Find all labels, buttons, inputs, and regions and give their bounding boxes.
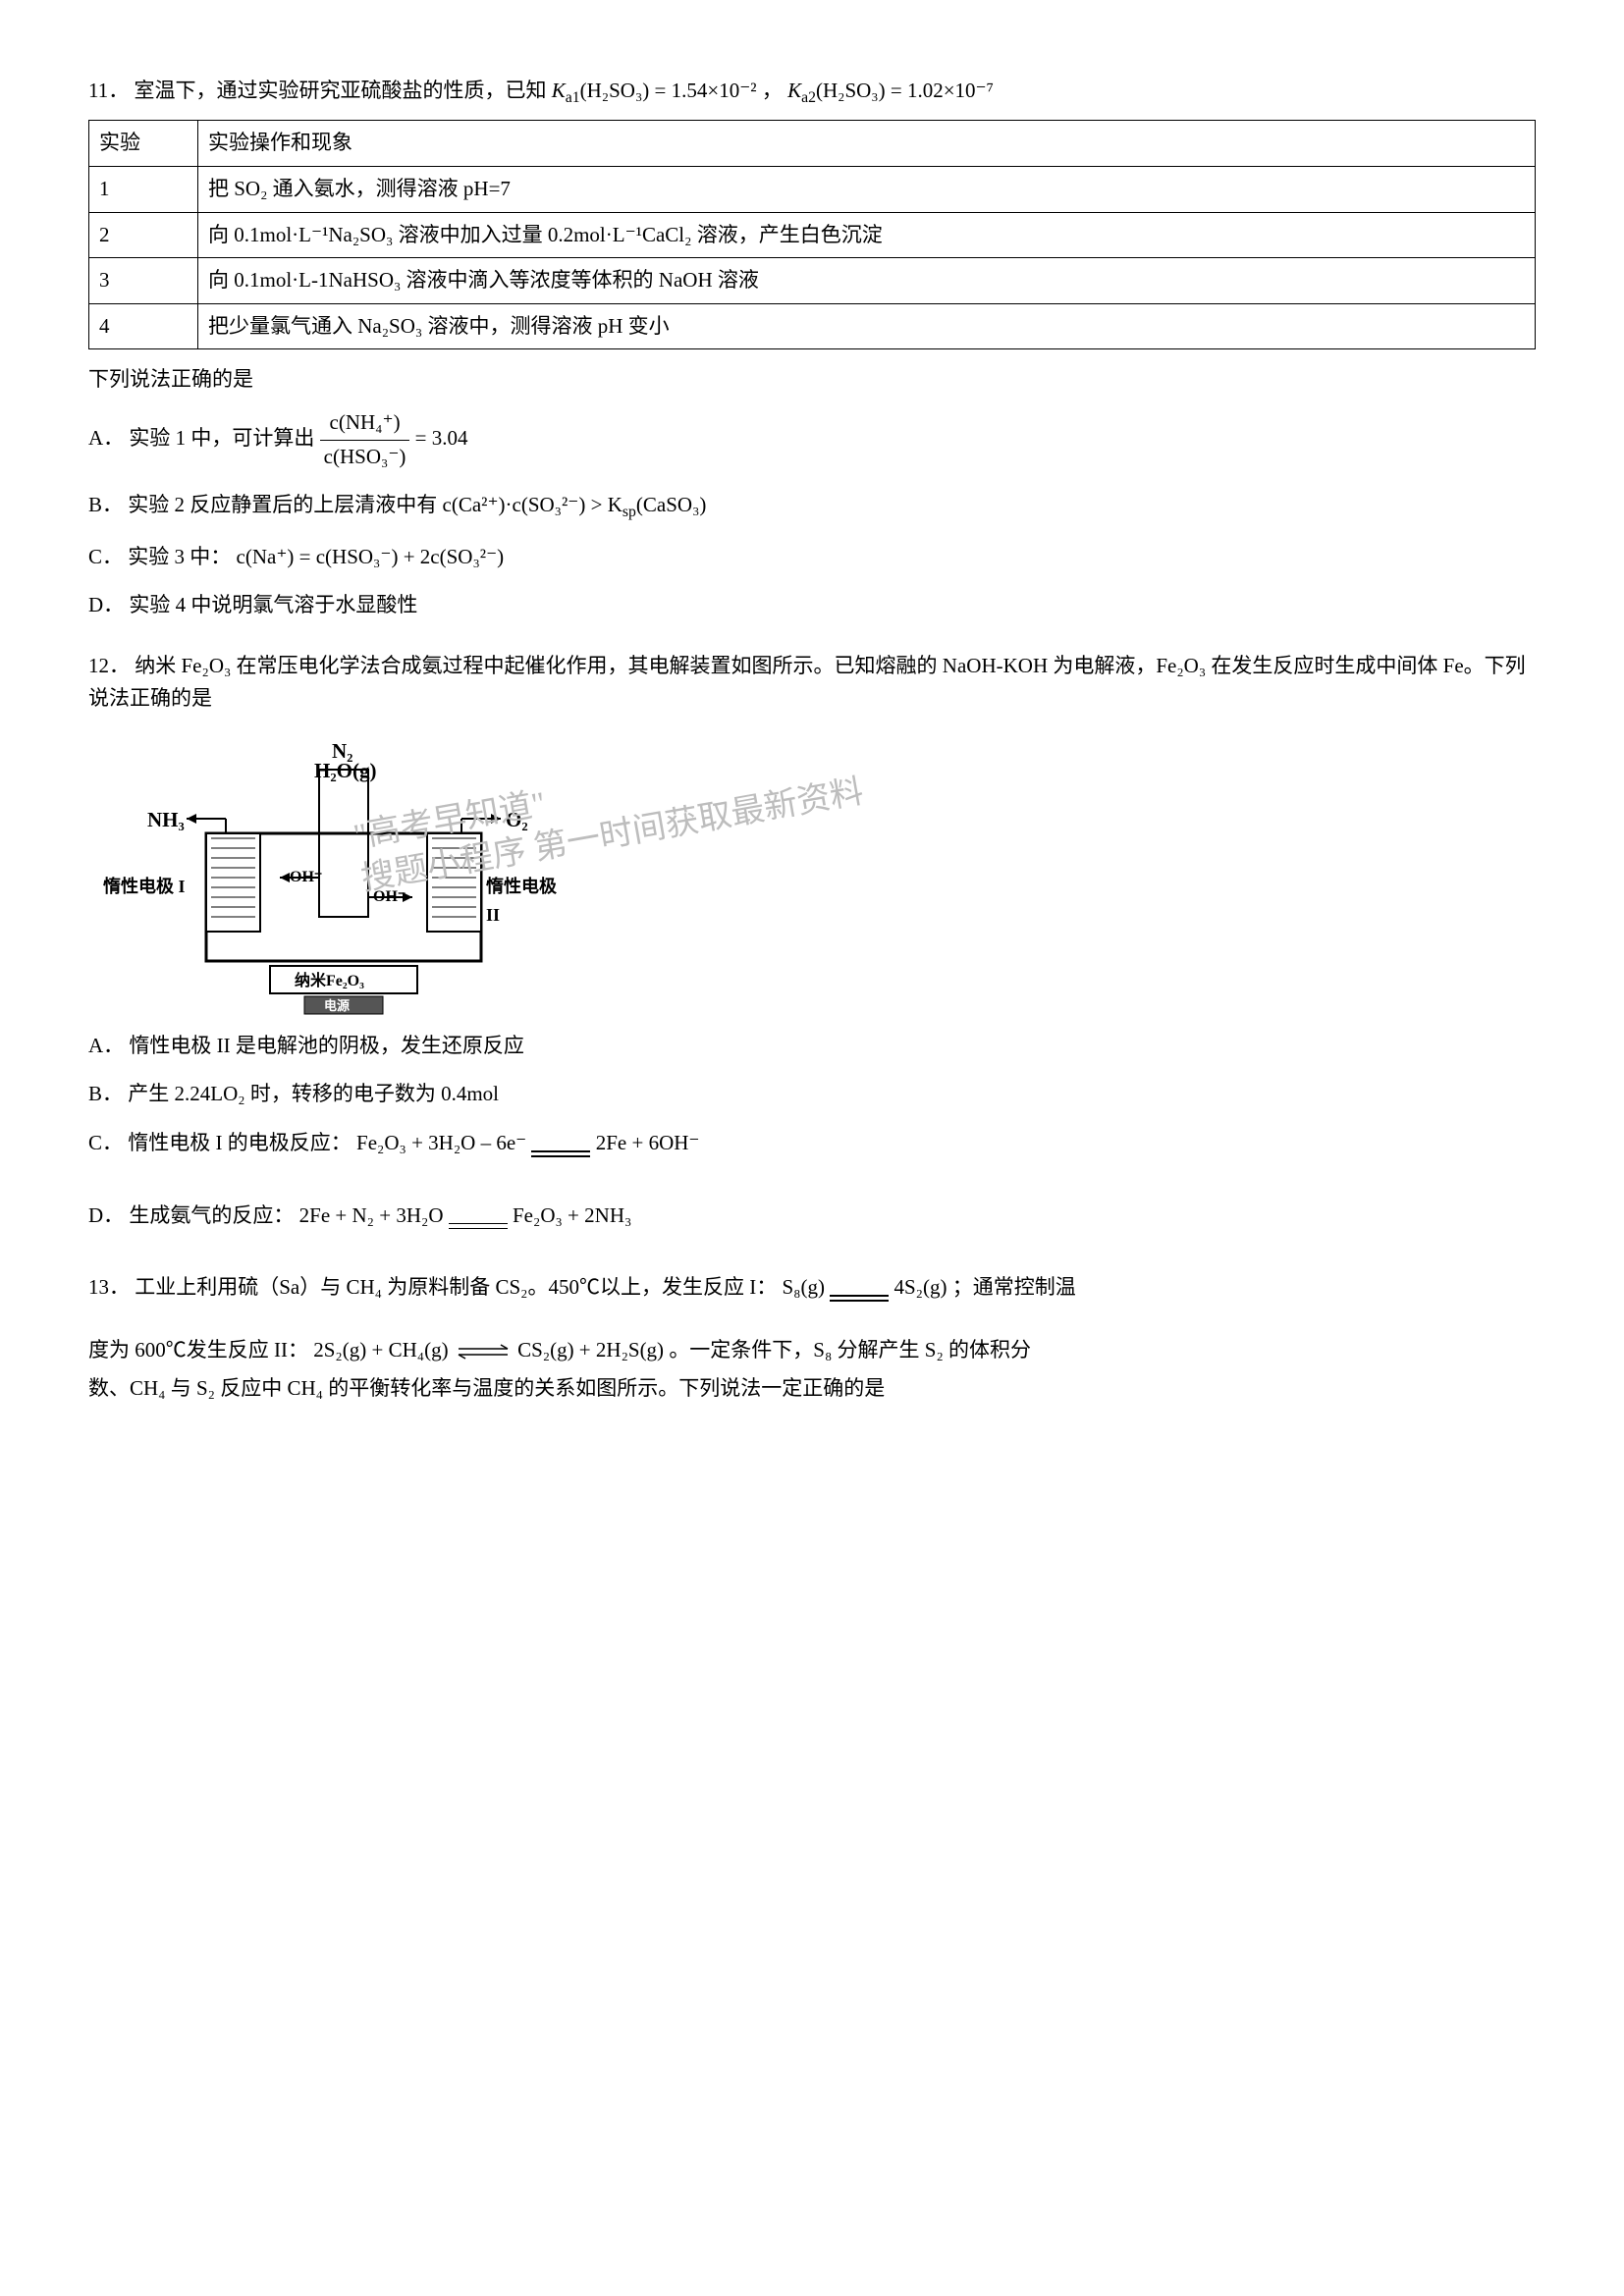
q11-stem: 11． 室温下，通过实验研究亚硫酸盐的性质，已知 Ka1(H₂SO₃) = 1.… bbox=[88, 75, 1536, 110]
table-row: 4 把少量氯气通入 Na₂SO₃ 溶液中，测得溶液 pH 变小 bbox=[89, 303, 1536, 349]
label-h2o: H₂O(g) bbox=[314, 755, 376, 788]
q13-number: 13． bbox=[88, 1275, 130, 1299]
q11-table: 实验 实验操作和现象 1 把 SO₂ 通入氨水，测得溶液 pH=7 2 向 0.… bbox=[88, 120, 1536, 349]
q12-option-d: D． 生成氨气的反应： 2Fe + N₂ + 3H₂O Fe₂O₃ + 2NH₃ bbox=[88, 1200, 1536, 1233]
q11-number: 11． bbox=[88, 79, 129, 102]
label-nh3: NH₃ bbox=[147, 804, 185, 837]
q11-stem-text: 室温下，通过实验研究亚硫酸盐的性质，已知 bbox=[134, 79, 551, 102]
label-oh2: OH⁻ bbox=[373, 884, 406, 910]
label-right-electrode: 惰性电极 II bbox=[486, 873, 565, 930]
reversible-arrow-icon bbox=[454, 1343, 513, 1361]
q11-ka2: Ka2(H₂SO₃) = 1.02×10⁻⁷ bbox=[787, 79, 994, 102]
q12-number: 12． bbox=[88, 654, 130, 677]
label-oh1: OH⁻ bbox=[290, 865, 322, 890]
question-13: 13． 工业上利用硫（Sa）与 CH₄ 为原料制备 CS₂。450℃以上，发生反… bbox=[88, 1271, 1536, 1406]
table-header-2: 实验操作和现象 bbox=[198, 121, 1536, 167]
table-row: 1 把 SO₂ 通入氨水，测得溶液 pH=7 bbox=[89, 166, 1536, 212]
fraction: c(NH₄⁺) c(HSO₃⁻) bbox=[320, 406, 410, 473]
label-bottom: 纳米Fe₂O₃ bbox=[295, 969, 364, 994]
question-11: 11． 室温下，通过实验研究亚硫酸盐的性质，已知 Ka1(H₂SO₃) = 1.… bbox=[88, 75, 1536, 622]
label-heater: 电源 bbox=[324, 996, 350, 1017]
table-header-1: 实验 bbox=[89, 121, 198, 167]
label-o2: O₂ bbox=[506, 804, 528, 837]
q11-option-d: D． 实验 4 中说明氯气溶于水显酸性 bbox=[88, 589, 1536, 622]
q13-line2: 度为 600℃发生反应 II： 2S₂(g) + CH₄(g) CS₂(g) +… bbox=[88, 1334, 1536, 1367]
table-row: 2 向 0.1mol·L⁻¹Na₂SO₃ 溶液中加入过量 0.2mol·L⁻¹C… bbox=[89, 212, 1536, 258]
table-row: 实验 实验操作和现象 bbox=[89, 121, 1536, 167]
q12-stem: 12． 纳米 Fe₂O₃ 在常压电化学法合成氨过程中起催化作用，其电解装置如图所… bbox=[88, 650, 1536, 716]
q13-line1: 13． 工业上利用硫（Sa）与 CH₄ 为原料制备 CS₂。450℃以上，发生反… bbox=[88, 1271, 1536, 1305]
q11-option-c: C． 实验 3 中： c(Na⁺) = c(HSO₃⁻) + 2c(SO₃²⁻) bbox=[88, 541, 1536, 574]
q13-line3: 数、CH₄ 与 S₂ 反应中 CH₄ 的平衡转化率与温度的关系如图所示。下列说法… bbox=[88, 1372, 1536, 1406]
q11-option-a: A． 实验 1 中，可计算出 c(NH₄⁺) c(HSO₃⁻) = 3.04 bbox=[88, 406, 1536, 473]
q11-ka1: Ka1(H₂SO₃) = 1.54×10⁻² bbox=[552, 79, 762, 102]
q12-option-c: C． 惰性电极 I 的电极反应： Fe₂O₃ + 3H₂O – 6e⁻ 2Fe … bbox=[88, 1127, 1536, 1160]
q12-diagram: N₂ H₂O(g) NH₃ O₂ OH⁻ OH⁻ 惰性电极 I 惰性电极 II … bbox=[98, 725, 560, 1020]
label-left-electrode: 惰性电极 I bbox=[103, 873, 186, 901]
question-12: 12． 纳米 Fe₂O₃ 在常压电化学法合成氨过程中起催化作用，其电解装置如图所… bbox=[88, 650, 1536, 1233]
q12-option-b: B． 产生 2.24LO₂ 时，转移的电子数为 0.4mol bbox=[88, 1078, 1536, 1111]
q12-option-a: A． 惰性电极 II 是电解池的阴极，发生还原反应 bbox=[88, 1030, 1536, 1063]
q11-after-table: 下列说法正确的是 bbox=[88, 363, 1536, 397]
table-row: 3 向 0.1mol·L-1NaHSO₃ 溶液中滴入等浓度等体积的 NaOH 溶… bbox=[89, 258, 1536, 304]
q11-option-b: B． 实验 2 反应静置后的上层清液中有 c(Ca²⁺)·c(SO₃²⁻) > … bbox=[88, 489, 1536, 524]
